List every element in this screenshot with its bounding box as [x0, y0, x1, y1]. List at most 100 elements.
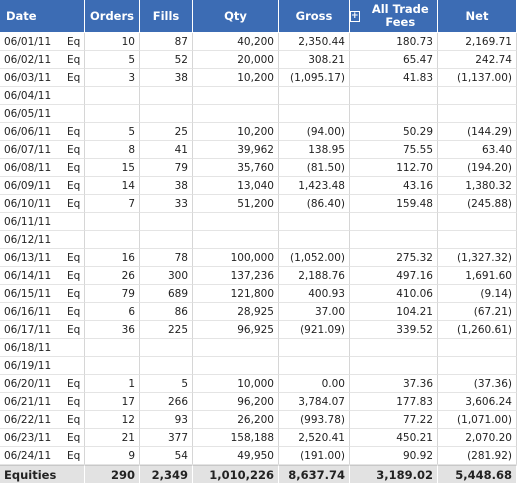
data-cell-text: 275.32: [396, 252, 433, 264]
data-cell-text: 308.21: [308, 54, 345, 66]
date-cell: 06/22/11: [0, 411, 63, 429]
expand-icon[interactable]: +: [350, 11, 360, 22]
data-cell: 266: [140, 393, 193, 411]
data-cell: 177.83: [350, 393, 438, 411]
data-cell-text: 112.70: [396, 162, 433, 174]
data-cell-text: 7: [128, 198, 135, 210]
data-cell: Eq: [63, 33, 85, 51]
data-cell: 86: [140, 303, 193, 321]
data-cell-text: (1,052.00): [290, 252, 345, 264]
data-cell: 87: [140, 33, 193, 51]
data-cell: [438, 339, 517, 357]
data-cell: Eq: [63, 411, 85, 429]
data-cell: [438, 231, 517, 249]
date-cell-text: 06/11/11: [4, 216, 52, 228]
data-cell: 93: [140, 411, 193, 429]
data-cell: 9: [85, 447, 140, 465]
data-cell: 1,423.48: [279, 177, 350, 195]
data-cell: 138.95: [279, 141, 350, 159]
data-cell-text: Eq: [67, 162, 81, 174]
data-cell-text: 300: [167, 270, 188, 282]
data-cell: 41: [140, 141, 193, 159]
date-cell: 06/20/11: [0, 375, 63, 393]
data-cell: [85, 87, 140, 105]
data-cell: Eq: [63, 267, 85, 285]
data-cell-text: 225: [167, 324, 188, 336]
data-cell-text: 65.47: [402, 54, 433, 66]
data-cell: Eq: [63, 123, 85, 141]
data-cell-text: (921.09): [300, 324, 345, 336]
data-cell-text: 15: [121, 162, 135, 174]
data-cell-text: 1,380.32: [465, 180, 512, 192]
data-cell: [350, 357, 438, 375]
data-cell: 13,040: [193, 177, 279, 195]
date-cell-text: 06/01/11: [4, 36, 52, 48]
data-cell-text: 2,188.76: [298, 270, 345, 282]
data-cell-text: 52: [174, 54, 188, 66]
date-cell: 06/16/11: [0, 303, 63, 321]
data-cell-text: Eq: [67, 396, 81, 408]
date-cell-text: 06/02/11: [4, 54, 52, 66]
data-cell: 79: [140, 159, 193, 177]
data-cell: 1,691.60: [438, 267, 517, 285]
date-cell-text: 06/04/11: [4, 90, 52, 102]
column-header[interactable]: + All Trade Fees: [350, 0, 438, 32]
data-cell: [140, 231, 193, 249]
data-cell-text: 78: [174, 252, 188, 264]
data-cell-text: 96,925: [237, 324, 274, 336]
data-cell: 15: [85, 159, 140, 177]
data-cell: Eq: [63, 159, 85, 177]
data-cell-text: 49,950: [237, 450, 274, 462]
data-cell-text: 5: [181, 378, 188, 390]
data-cell-text: 104.21: [396, 306, 433, 318]
data-cell: [438, 213, 517, 231]
date-cell: 06/23/11: [0, 429, 63, 447]
data-cell-text: 159.48: [396, 198, 433, 210]
data-cell-text: (194.20): [467, 162, 512, 174]
data-cell: 2,070.20: [438, 429, 517, 447]
data-cell: (1,052.00): [279, 249, 350, 267]
data-cell-text: 37.36: [402, 378, 433, 390]
data-cell: 100,000: [193, 249, 279, 267]
data-cell: 377: [140, 429, 193, 447]
data-cell: [85, 231, 140, 249]
data-cell-text: 2,350.44: [298, 36, 345, 48]
data-cell-text: 6: [128, 306, 135, 318]
data-cell-text: 266: [167, 396, 188, 408]
column-header: Orders: [85, 0, 140, 32]
column-header: Net: [438, 0, 517, 32]
data-cell-text: 8: [128, 144, 135, 156]
data-cell-text: (281.92): [467, 450, 512, 462]
data-cell-text: (81.50): [306, 162, 345, 174]
data-cell: Eq: [63, 249, 85, 267]
data-cell-text: 40,200: [237, 36, 274, 48]
column-header-text: Net: [465, 8, 489, 23]
data-cell-text: Eq: [67, 36, 81, 48]
data-cell: 2,520.41: [279, 429, 350, 447]
date-cell-text: 06/16/11: [4, 306, 52, 318]
data-cell-text: 5: [128, 54, 135, 66]
data-cell-text: Eq: [67, 198, 81, 210]
data-cell: 112.70: [350, 159, 438, 177]
data-cell: 410.06: [350, 285, 438, 303]
data-cell: 40,200: [193, 33, 279, 51]
data-cell: Eq: [63, 51, 85, 69]
data-cell: 26,200: [193, 411, 279, 429]
date-cell-text: 06/15/11: [4, 288, 52, 300]
footer-total: 2,349: [140, 465, 193, 483]
data-cell: (1,327.32): [438, 249, 517, 267]
data-cell-text: 87: [174, 36, 188, 48]
data-cell-text: 21: [121, 432, 135, 444]
data-cell-text: 63.40: [481, 144, 512, 156]
data-cell-text: 1,691.60: [465, 270, 512, 282]
data-cell: Eq: [63, 447, 85, 465]
data-cell: Eq: [63, 393, 85, 411]
data-cell-text: 43.16: [402, 180, 433, 192]
data-cell: 159.48: [350, 195, 438, 213]
data-cell: 63.40: [438, 141, 517, 159]
date-cell: 06/15/11: [0, 285, 63, 303]
date-cell-text: 06/03/11: [4, 72, 52, 84]
data-cell: (1,071.00): [438, 411, 517, 429]
data-cell: [279, 213, 350, 231]
data-cell-text: 1,423.48: [298, 180, 345, 192]
